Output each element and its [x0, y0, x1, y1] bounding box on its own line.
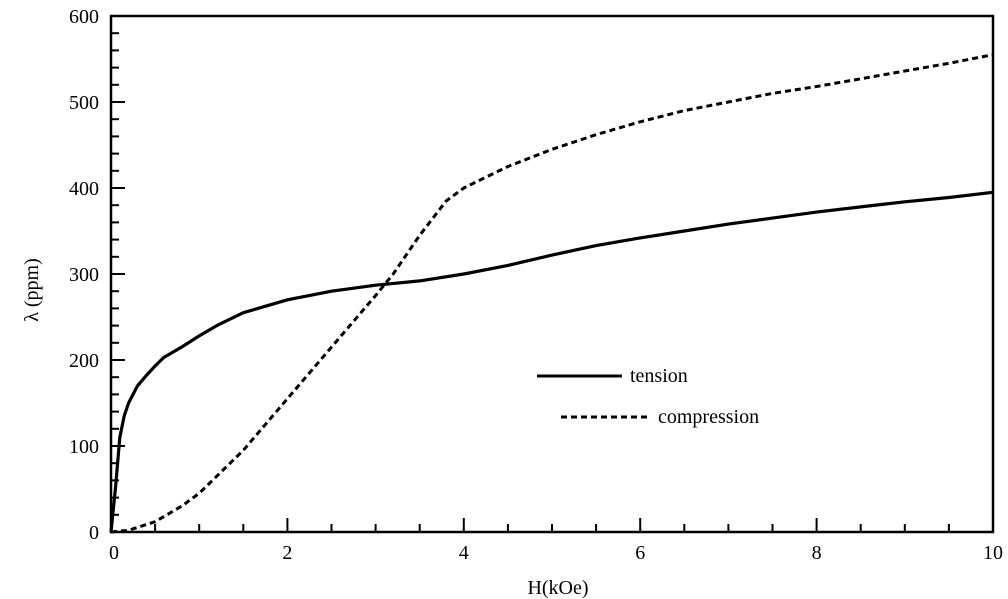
legend-compression-label: compression: [658, 406, 759, 428]
x-tick-label: 0: [109, 542, 119, 564]
y-tick-label: 300: [69, 264, 99, 286]
x-tick-label: 6: [635, 542, 645, 564]
series-layer: [109, 53, 994, 534]
y-axis-label: λ (ppm): [21, 258, 43, 322]
x-tick-label: 8: [812, 542, 822, 564]
y-tick-label: 100: [69, 436, 99, 458]
x-axis-label: H(kOe): [527, 577, 588, 599]
series-compression-line: [110, 53, 994, 534]
x-tick-label: 10: [983, 542, 1003, 564]
y-tick-label: 500: [69, 92, 99, 114]
y-tick-label: 200: [69, 350, 99, 372]
y-tick-label: 600: [69, 6, 99, 28]
legend: tension compression: [537, 365, 759, 428]
series-tension-line: [109, 190, 994, 533]
y-tick-label: 0: [89, 522, 99, 544]
plot-frame: [109, 14, 995, 534]
y-tick-label: 400: [69, 178, 99, 200]
ticks-layer: [110, 15, 994, 533]
legend-tension-label: tension: [630, 365, 688, 387]
x-tick-label: 2: [282, 542, 292, 564]
x-tick-label: 4: [459, 542, 469, 564]
